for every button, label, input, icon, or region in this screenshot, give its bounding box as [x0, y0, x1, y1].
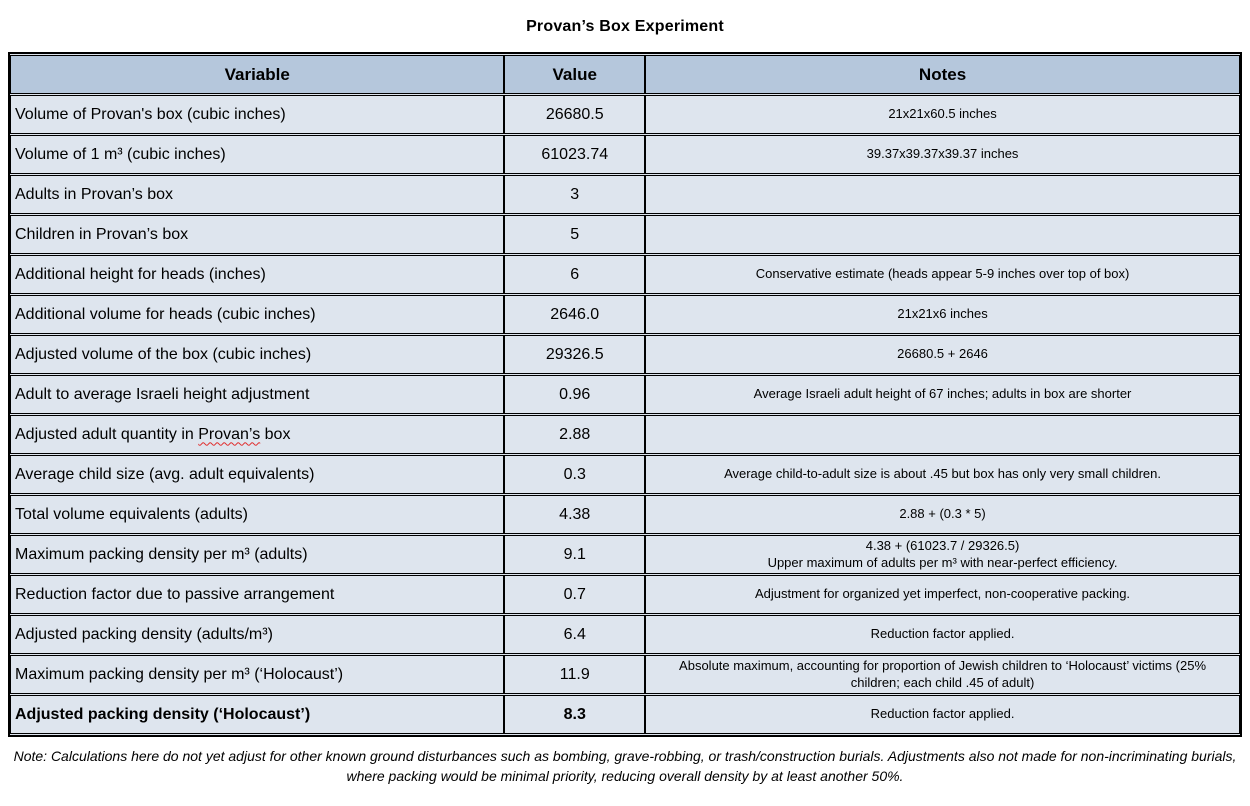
notes-cell: Reduction factor applied.	[645, 615, 1240, 654]
value-cell: 3	[504, 175, 646, 214]
value-cell: 0.96	[504, 375, 646, 414]
variable-cell: Adults in Provan’s box	[10, 175, 505, 214]
footnote: Note: Calculations here do not yet adjus…	[13, 748, 1237, 784]
variable-cell: Maximum packing density per m³ (‘Holocau…	[10, 655, 505, 694]
value-cell: 0.3	[504, 455, 646, 494]
table-row: Reduction factor due to passive arrangem…	[10, 575, 1240, 614]
column-header-value: Value	[504, 55, 646, 94]
experiment-table: Variable Value Notes Volume of Provan's …	[8, 52, 1242, 737]
variable-cell: Adult to average Israeli height adjustme…	[10, 375, 505, 414]
notes-cell: Adjustment for organized yet imperfect, …	[645, 575, 1240, 614]
variable-cell: Average child size (avg. adult equivalen…	[10, 455, 505, 494]
table-row: Adjusted packing density (‘Holocaust’) 8…	[10, 695, 1240, 734]
variable-cell: Additional height for heads (inches)	[10, 255, 505, 294]
table-body: Volume of Provan's box (cubic inches) 26…	[10, 95, 1240, 734]
column-header-variable: Variable	[10, 55, 505, 94]
notes-cell: 4.38 + (61023.7 / 29326.5) Upper maximum…	[645, 535, 1240, 574]
table-row: Total volume equivalents (adults) 4.38 2…	[10, 495, 1240, 534]
table-row: Average child size (avg. adult equivalen…	[10, 455, 1240, 494]
table-row: Adult to average Israeli height adjustme…	[10, 375, 1240, 414]
value-cell: 2.88	[504, 415, 646, 454]
table-row: Adults in Provan’s box 3	[10, 175, 1240, 214]
variable-cell: Adjusted packing density (‘Holocaust’)	[10, 695, 505, 734]
notes-cell: 21x21x6 inches	[645, 295, 1240, 334]
variable-cell: Reduction factor due to passive arrangem…	[10, 575, 505, 614]
table-row: Maximum packing density per m³ (adults) …	[10, 535, 1240, 574]
notes-cell: Reduction factor applied.	[645, 695, 1240, 734]
value-cell: 8.3	[504, 695, 646, 734]
table-row: Volume of Provan's box (cubic inches) 26…	[10, 95, 1240, 134]
notes-cell: 26680.5 + 2646	[645, 335, 1240, 374]
value-cell: 6.4	[504, 615, 646, 654]
variable-cell: Children in Provan’s box	[10, 215, 505, 254]
notes-cell	[645, 175, 1240, 214]
notes-cell: Average child-to-adult size is about .45…	[645, 455, 1240, 494]
value-cell: 6	[504, 255, 646, 294]
notes-cell: Absolute maximum, accounting for proport…	[645, 655, 1240, 694]
table-row: Adjusted volume of the box (cubic inches…	[10, 335, 1240, 374]
variable-cell: Total volume equivalents (adults)	[10, 495, 505, 534]
table-row: Adjusted packing density (adults/m³) 6.4…	[10, 615, 1240, 654]
notes-cell	[645, 215, 1240, 254]
notes-cell: 21x21x60.5 inches	[645, 95, 1240, 134]
notes-cell: 2.88 + (0.3 * 5)	[645, 495, 1240, 534]
misspelled-word: Provan’s	[198, 425, 261, 443]
table-row: Additional volume for heads (cubic inche…	[10, 295, 1240, 334]
value-cell: 5	[504, 215, 646, 254]
value-cell: 29326.5	[504, 335, 646, 374]
value-cell: 26680.5	[504, 95, 646, 134]
variable-cell: Maximum packing density per m³ (adults)	[10, 535, 505, 574]
page-title: Provan’s Box Experiment	[526, 18, 724, 35]
notes-cell: 39.37x39.37x39.37 inches	[645, 135, 1240, 174]
table-row: Adjusted adult quantity in Provan’s box …	[10, 415, 1240, 454]
header-row: Variable Value Notes	[10, 55, 1240, 94]
value-cell: 61023.74	[504, 135, 646, 174]
notes-cell: Conservative estimate (heads appear 5-9 …	[645, 255, 1240, 294]
value-cell: 9.1	[504, 535, 646, 574]
variable-cell: Additional volume for heads (cubic inche…	[10, 295, 505, 334]
variable-cell: Volume of Provan's box (cubic inches)	[10, 95, 505, 134]
variable-cell: Adjusted packing density (adults/m³)	[10, 615, 505, 654]
table-row: Additional height for heads (inches) 6 C…	[10, 255, 1240, 294]
variable-cell: Adjusted adult quantity in Provan’s box	[10, 415, 505, 454]
value-cell: 11.9	[504, 655, 646, 694]
table-row: Maximum packing density per m³ (‘Holocau…	[10, 655, 1240, 694]
value-cell: 2646.0	[504, 295, 646, 334]
value-cell: 4.38	[504, 495, 646, 534]
value-cell: 0.7	[504, 575, 646, 614]
notes-cell: Average Israeli adult height of 67 inche…	[645, 375, 1240, 414]
document-page: Provan’s Box Experiment Variable Value N…	[8, 18, 1242, 784]
variable-cell: Volume of 1 m³ (cubic inches)	[10, 135, 505, 174]
notes-cell	[645, 415, 1240, 454]
table-row: Volume of 1 m³ (cubic inches) 61023.74 3…	[10, 135, 1240, 174]
table-row: Children in Provan’s box 5	[10, 215, 1240, 254]
variable-cell: Adjusted volume of the box (cubic inches…	[10, 335, 505, 374]
column-header-notes: Notes	[645, 55, 1240, 94]
